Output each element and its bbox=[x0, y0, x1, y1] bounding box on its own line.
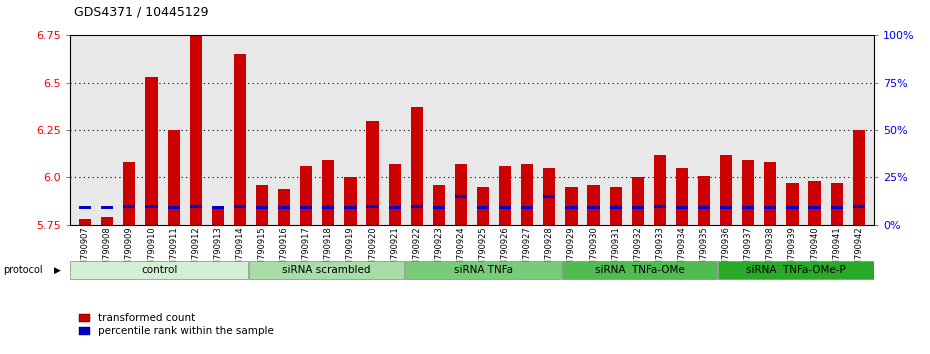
Bar bbox=[565, 187, 578, 225]
Bar bbox=[830, 183, 843, 225]
Bar bbox=[101, 206, 113, 210]
Bar bbox=[411, 107, 423, 225]
Bar bbox=[588, 206, 600, 210]
Bar bbox=[167, 206, 179, 210]
Bar bbox=[787, 183, 799, 225]
Bar bbox=[720, 206, 732, 210]
Bar bbox=[124, 205, 136, 208]
Bar bbox=[654, 205, 666, 208]
Bar bbox=[764, 162, 777, 225]
Bar bbox=[609, 206, 621, 210]
Bar bbox=[366, 205, 379, 208]
Bar bbox=[698, 176, 711, 225]
Bar bbox=[830, 206, 843, 210]
Bar bbox=[278, 206, 290, 210]
Bar bbox=[256, 185, 268, 225]
Bar bbox=[249, 261, 405, 279]
Bar bbox=[808, 206, 820, 210]
Bar bbox=[389, 164, 401, 225]
Bar bbox=[389, 206, 401, 210]
Text: siRNA  TNFa-OMe-P: siRNA TNFa-OMe-P bbox=[746, 264, 846, 275]
Bar bbox=[432, 185, 445, 225]
Bar bbox=[455, 164, 467, 225]
Bar bbox=[742, 206, 754, 210]
Text: ▶: ▶ bbox=[54, 266, 60, 275]
Bar bbox=[190, 205, 202, 208]
Bar bbox=[278, 189, 290, 225]
Bar bbox=[101, 217, 113, 225]
Text: control: control bbox=[141, 264, 178, 275]
Text: siRNA scrambled: siRNA scrambled bbox=[283, 264, 371, 275]
Bar bbox=[366, 121, 379, 225]
Bar bbox=[344, 206, 356, 210]
Bar bbox=[79, 219, 91, 225]
Bar bbox=[499, 206, 512, 210]
Bar bbox=[562, 261, 717, 279]
Text: GDS4371 / 10445129: GDS4371 / 10445129 bbox=[74, 5, 209, 18]
Bar bbox=[808, 181, 820, 225]
Bar bbox=[79, 206, 91, 210]
Bar bbox=[543, 168, 555, 225]
Bar bbox=[631, 206, 644, 210]
Bar bbox=[521, 206, 533, 210]
Bar bbox=[742, 160, 754, 225]
Bar bbox=[455, 195, 467, 198]
Bar bbox=[405, 261, 561, 279]
Bar bbox=[853, 130, 865, 225]
Bar bbox=[764, 206, 777, 210]
Bar bbox=[720, 155, 732, 225]
Bar bbox=[167, 130, 179, 225]
Bar bbox=[609, 187, 621, 225]
Bar bbox=[432, 206, 445, 210]
Bar bbox=[631, 177, 644, 225]
Bar bbox=[124, 162, 136, 225]
Bar bbox=[477, 206, 489, 210]
Bar bbox=[411, 205, 423, 208]
Text: siRNA TNFa: siRNA TNFa bbox=[454, 264, 512, 275]
Bar bbox=[588, 185, 600, 225]
Bar bbox=[300, 166, 312, 225]
Bar bbox=[676, 206, 688, 210]
Bar bbox=[853, 205, 865, 208]
Bar bbox=[323, 206, 335, 210]
Text: protocol: protocol bbox=[3, 265, 43, 275]
Bar bbox=[145, 77, 157, 225]
Bar bbox=[676, 168, 688, 225]
Bar bbox=[300, 206, 312, 210]
Bar bbox=[521, 164, 533, 225]
Bar bbox=[233, 54, 246, 225]
Bar bbox=[344, 177, 356, 225]
Bar bbox=[654, 155, 666, 225]
Bar bbox=[323, 160, 335, 225]
Bar bbox=[256, 206, 268, 210]
Bar bbox=[212, 206, 224, 210]
Text: siRNA  TNFa-OMe: siRNA TNFa-OMe bbox=[594, 264, 684, 275]
Bar bbox=[477, 187, 489, 225]
Legend: transformed count, percentile rank within the sample: transformed count, percentile rank withi… bbox=[75, 309, 278, 341]
Bar bbox=[233, 205, 246, 208]
Bar bbox=[499, 166, 512, 225]
Bar bbox=[212, 208, 224, 225]
Bar bbox=[565, 206, 578, 210]
Bar bbox=[190, 35, 202, 225]
Bar bbox=[698, 206, 711, 210]
Bar bbox=[70, 261, 248, 279]
Bar bbox=[543, 195, 555, 198]
Bar bbox=[787, 206, 799, 210]
Bar bbox=[718, 261, 874, 279]
Bar bbox=[145, 205, 157, 208]
